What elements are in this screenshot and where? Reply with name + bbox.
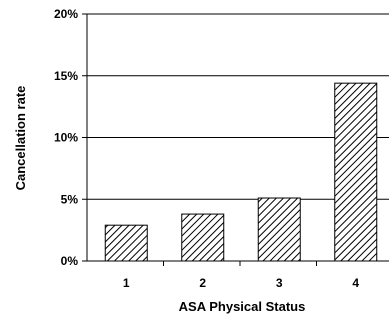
x-tick-label: 1: [123, 276, 130, 290]
x-axis-title: ASA Physical Status: [179, 299, 306, 314]
y-axis-title: Cancellation rate: [13, 86, 28, 191]
bars: [104, 82, 378, 262]
y-tick-labels: 0% 5% 10% 15% 20%: [54, 7, 78, 268]
axes: [82, 13, 389, 266]
x-tick-labels: 1 2 3 4: [123, 276, 360, 290]
y-tick-label: 10%: [54, 131, 78, 145]
bar-asa-1: [104, 224, 148, 262]
x-tick-label: 3: [276, 276, 283, 290]
bar-asa-3: [257, 197, 301, 262]
x-tick-label: 4: [352, 276, 359, 290]
bar-asa-2: [181, 213, 225, 262]
y-tick-label: 15%: [54, 69, 78, 83]
y-tick-label: 0%: [61, 254, 79, 268]
bar-asa-4: [334, 82, 378, 262]
y-tick-label: 20%: [54, 7, 78, 21]
y-tick-label: 5%: [61, 192, 79, 206]
x-tick-label: 2: [199, 276, 206, 290]
